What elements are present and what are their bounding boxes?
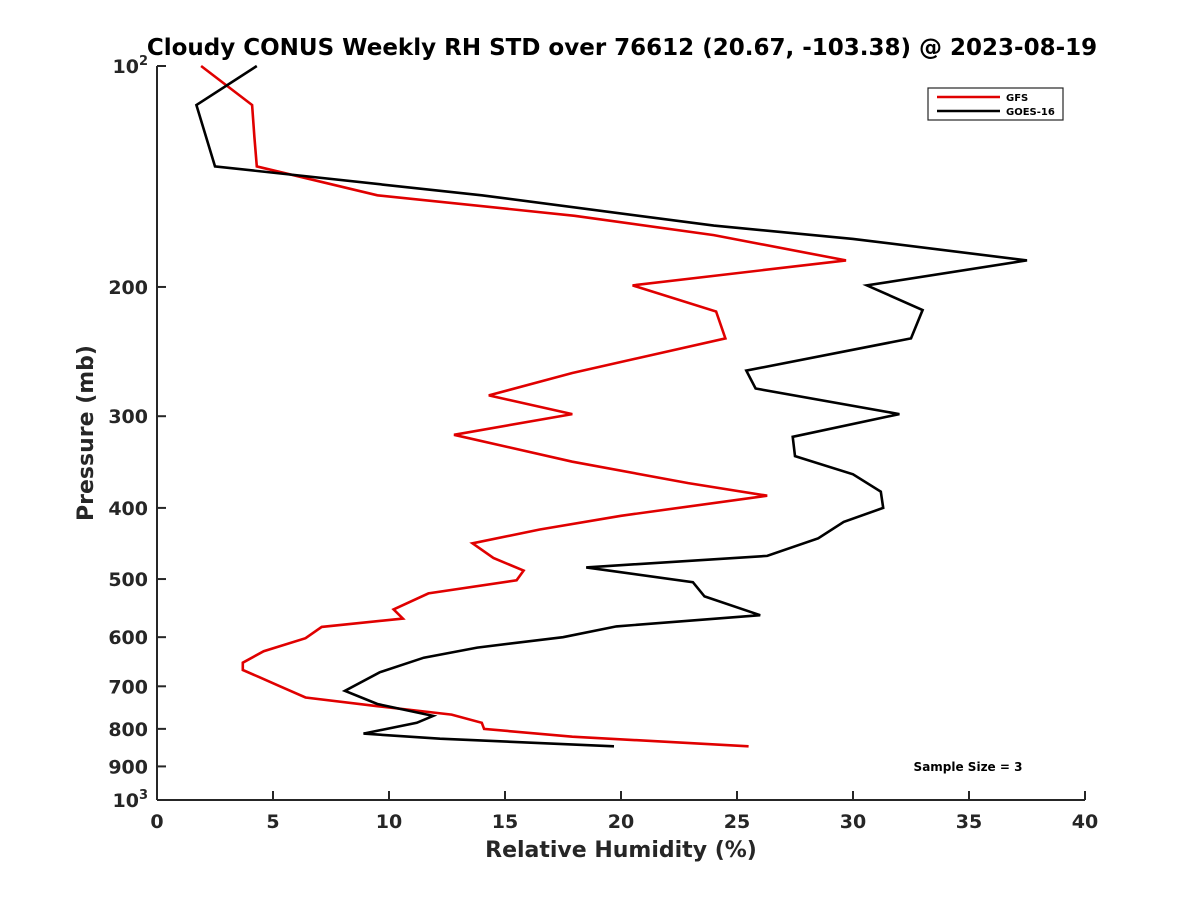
x-tick-label: 20 <box>608 811 634 833</box>
x-tick-label: 5 <box>266 811 279 833</box>
x-tick-label: 15 <box>492 811 518 833</box>
sample-size-annotation: Sample Size = 3 <box>914 760 1023 774</box>
y-tick-label: 700 <box>108 676 148 698</box>
series-line-gfs <box>200 64 847 748</box>
x-tick-label: 25 <box>724 811 750 833</box>
y-tick-label: 800 <box>108 719 148 741</box>
x-axis-label: Relative Humidity (%) <box>485 838 757 863</box>
y-tick-label: 400 <box>108 498 148 520</box>
chart-title: Cloudy CONUS Weekly RH STD over 76612 (2… <box>147 35 1097 61</box>
x-tick-label: 10 <box>376 811 402 833</box>
legend-box <box>927 87 1064 121</box>
y-tick-label: 300 <box>108 406 148 428</box>
legend-label-gfs: GFS <box>1006 93 1028 104</box>
x-tick-label: 30 <box>840 811 866 833</box>
x-tick-label: 0 <box>150 811 163 833</box>
x-ticks: 0 5 10 15 20 25 30 35 40 <box>150 791 1098 833</box>
y-axis-label: Pressure (mb) <box>74 345 99 521</box>
x-tick-label: 35 <box>956 811 982 833</box>
legend-label-goes16: GOES-16 <box>1006 107 1055 118</box>
x-tick-label: 40 <box>1072 811 1098 833</box>
series-layer <box>194 64 1028 748</box>
y-tick-label: 600 <box>108 627 148 649</box>
y-tick-label: 500 <box>108 569 148 591</box>
legend: GFS GOES-16 <box>927 87 1064 121</box>
y-tick-label: 900 <box>108 756 148 778</box>
series-line-goes16 <box>194 64 1028 748</box>
y-tick-label: 200 <box>108 277 148 299</box>
